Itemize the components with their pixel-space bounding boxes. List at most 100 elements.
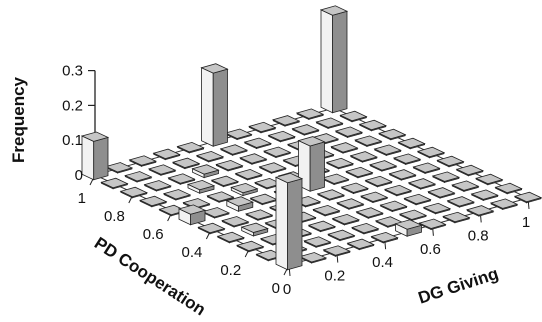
baseline-marker	[422, 202, 452, 215]
baseline-marker	[267, 130, 296, 143]
baseline-marker	[321, 173, 350, 186]
frequency-bar	[230, 182, 259, 197]
baseline-marker	[494, 182, 523, 195]
baseline-marker	[263, 146, 292, 159]
baseline-marker	[351, 222, 380, 235]
baseline-marker	[236, 240, 265, 253]
x-tick-label: 0.8	[468, 227, 489, 244]
baseline-marker	[339, 110, 368, 123]
baseline-marker	[325, 157, 355, 170]
baseline-marker	[239, 153, 268, 165]
baseline-marker	[397, 137, 426, 150]
baseline-marker	[354, 135, 383, 148]
baseline-marker	[327, 229, 356, 242]
baseline-marker	[416, 146, 446, 159]
baseline-marker	[407, 178, 437, 190]
baseline-marker	[330, 142, 359, 154]
baseline-marker	[370, 231, 399, 244]
baseline-marker	[215, 159, 244, 172]
baseline-marker	[334, 126, 364, 139]
baseline-marker	[513, 191, 542, 204]
baseline-marker	[360, 191, 389, 204]
y-tick-label: 0.6	[143, 226, 164, 243]
baseline-marker	[412, 162, 441, 175]
baseline-marker	[312, 204, 341, 217]
baseline-marker	[307, 220, 337, 233]
bars-layer	[80, 5, 542, 271]
baseline-marker	[176, 141, 205, 154]
baseline-marker	[489, 198, 519, 211]
baseline-marker	[378, 128, 407, 141]
baseline-marker	[216, 231, 245, 244]
baseline-marker	[206, 191, 235, 203]
baseline-marker	[369, 160, 398, 172]
baseline-marker	[418, 218, 447, 231]
baseline-marker	[345, 166, 374, 179]
x-axis-title: DG Giving	[416, 264, 501, 308]
baseline-marker	[322, 245, 351, 257]
frequency-bar	[240, 222, 269, 237]
baseline-marker	[315, 117, 344, 130]
y-tick-label: 0	[272, 280, 280, 297]
baseline-marker	[373, 144, 402, 157]
frequency-bar	[186, 179, 216, 194]
x-tick-label: 0.6	[420, 241, 441, 258]
baseline-marker	[358, 119, 387, 132]
baseline-marker	[298, 252, 328, 264]
x-tick-label: 0.4	[372, 254, 393, 271]
frequency-bar	[177, 204, 207, 226]
baseline-marker	[249, 193, 278, 206]
baseline-marker	[446, 196, 475, 208]
baseline-marker	[383, 184, 413, 197]
x-tick-label: 0	[283, 281, 291, 298]
baseline-marker	[336, 198, 365, 210]
baseline-marker	[346, 238, 375, 251]
baseline-marker	[143, 180, 172, 192]
baseline-marker	[219, 144, 249, 156]
frequency-bar	[394, 219, 423, 237]
frequency-bar	[319, 5, 349, 114]
baseline-marker	[295, 108, 325, 121]
baseline-marker	[470, 189, 499, 202]
baseline-marker	[379, 200, 408, 213]
baseline-marker	[340, 182, 369, 195]
y-tick-label: 0.2	[220, 262, 241, 279]
baseline-marker	[128, 155, 157, 167]
baseline-marker	[388, 169, 417, 181]
baseline-marker	[258, 162, 287, 174]
x-tick-label: 1	[522, 214, 530, 231]
baseline-marker	[436, 155, 465, 168]
baseline-marker	[427, 187, 456, 199]
baseline-marker	[201, 207, 231, 219]
baseline-marker	[197, 222, 226, 235]
x-tick-label: 0.2	[324, 268, 345, 285]
z-tick-label: 0.1	[62, 132, 83, 149]
baseline-marker	[243, 137, 272, 150]
baseline-marker	[466, 205, 495, 217]
baseline-marker	[272, 115, 301, 127]
baseline-marker	[248, 121, 277, 134]
baseline-marker	[303, 236, 332, 248]
baseline-marker	[316, 189, 346, 201]
baseline-marker	[455, 164, 484, 177]
baseline-marker	[291, 124, 320, 136]
frequency-bar	[200, 63, 229, 147]
z-axis-title: Frequency	[9, 76, 28, 163]
baseline-marker	[100, 177, 129, 190]
baseline-marker	[392, 153, 422, 166]
baseline-marker	[451, 180, 480, 193]
baseline-marker	[167, 173, 196, 185]
y-tick-label: 1	[78, 190, 86, 207]
baseline-marker	[152, 148, 181, 161]
baseline-marker	[403, 193, 432, 206]
baseline-marker	[139, 195, 168, 208]
baseline-marker	[210, 175, 240, 188]
baseline-marker	[355, 207, 384, 219]
y-tick-label: 0.4	[182, 244, 203, 261]
baseline-marker	[475, 173, 504, 186]
baseline-marker	[195, 150, 225, 163]
baseline-marker	[245, 209, 274, 221]
baseline-marker	[148, 164, 177, 176]
baseline-marker	[349, 151, 378, 163]
